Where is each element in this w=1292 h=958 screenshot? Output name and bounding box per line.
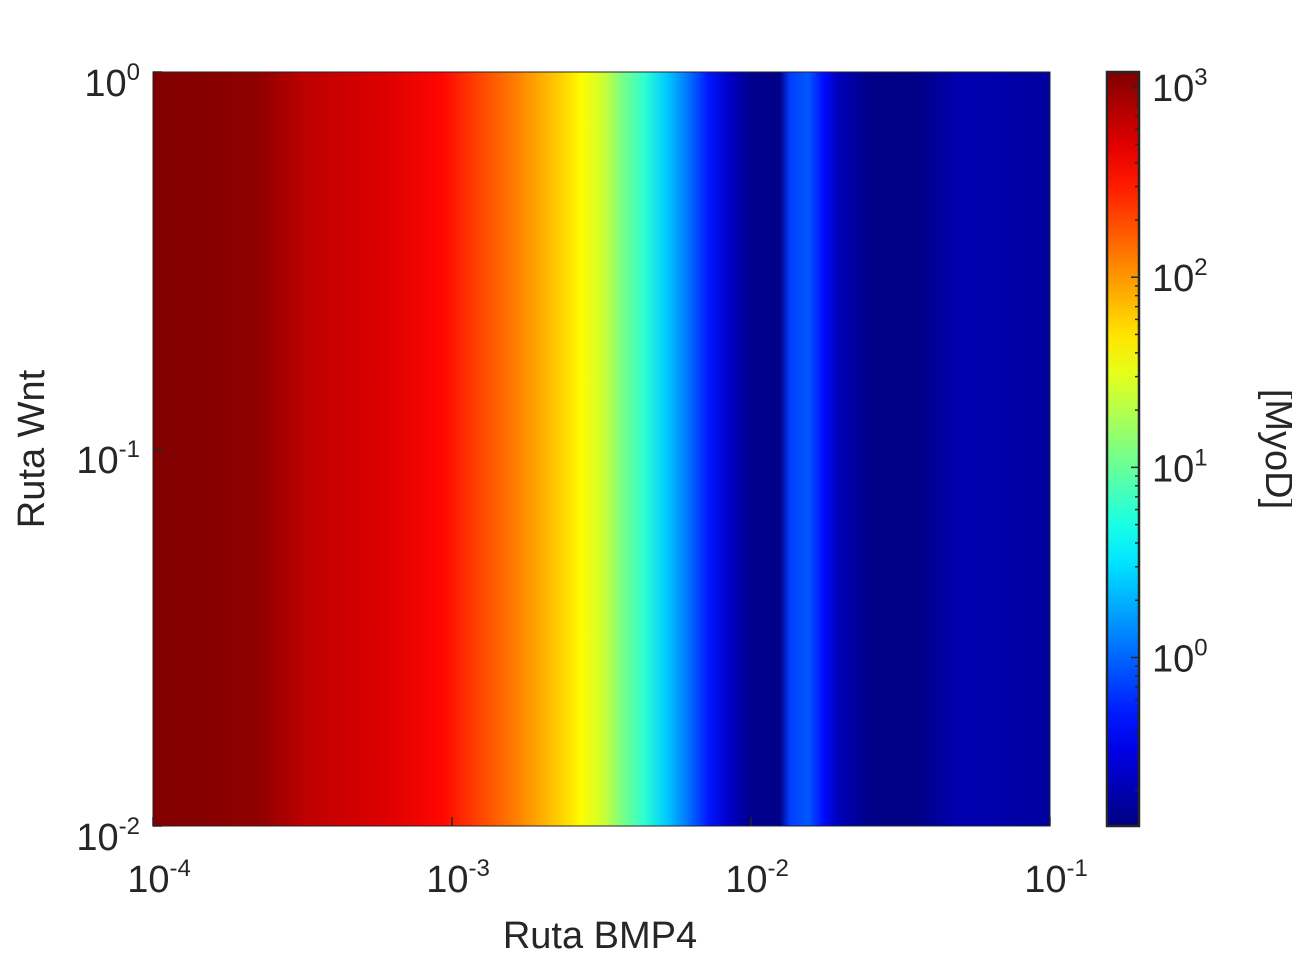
x-tick-label-base: 10 bbox=[426, 859, 468, 901]
colorbar-tick-label-base: 10 bbox=[1152, 639, 1194, 681]
y-tick-label-base: 10 bbox=[84, 63, 126, 105]
plot-area bbox=[152, 71, 1051, 827]
x-tick-label: 10-1 bbox=[1024, 855, 1088, 901]
colorbar-tick-label: 100 bbox=[1152, 635, 1208, 681]
colorbar-tick-label: 101 bbox=[1152, 444, 1208, 490]
y-tick-label-base: 10 bbox=[76, 440, 118, 482]
colorbar-tick-marks bbox=[1131, 86, 1139, 792]
colorbar-tick-label-exponent: 0 bbox=[1194, 635, 1207, 662]
colorbar-label: [MyoD] bbox=[1257, 389, 1292, 509]
x-tick-label-base: 10 bbox=[1024, 859, 1066, 901]
colorbar-gradient bbox=[1107, 72, 1139, 826]
y-tick-label-exponent: -2 bbox=[119, 813, 140, 840]
x-tick-label-exponent: -2 bbox=[767, 855, 788, 882]
x-tick-label-exponent: -1 bbox=[1066, 855, 1087, 882]
colorbar-tick-label-exponent: 2 bbox=[1194, 254, 1207, 281]
heatmap-surface bbox=[153, 72, 1050, 826]
x-axis-label: Ruta BMP4 bbox=[503, 915, 697, 957]
x-tick-labels: 10-4 10-3 10-2 10-1 bbox=[127, 855, 1088, 901]
x-tick-label-exponent: -3 bbox=[468, 855, 489, 882]
colorbar-tick-label: 103 bbox=[1152, 64, 1208, 110]
x-tick-label: 10-3 bbox=[426, 855, 490, 901]
x-tick-marks bbox=[152, 817, 1051, 826]
y-tick-label: 10-2 bbox=[76, 813, 140, 859]
y-tick-label-exponent: 0 bbox=[127, 59, 140, 86]
colorbar-tick-label-exponent: 3 bbox=[1194, 64, 1207, 91]
x-tick-label-base: 10 bbox=[127, 859, 169, 901]
x-tick-label: 10-2 bbox=[725, 855, 789, 901]
colorbar-tick-label: 102 bbox=[1152, 254, 1208, 300]
x-tick-label: 10-4 bbox=[127, 855, 191, 901]
colorbar-frame bbox=[1105, 70, 1141, 828]
y-tick-label-base: 10 bbox=[76, 817, 118, 859]
y-tick-label: 10-1 bbox=[76, 436, 140, 482]
y-tick-marks bbox=[153, 71, 162, 827]
y-tick-label: 100 bbox=[84, 59, 140, 105]
colorbar-tick-label-base: 10 bbox=[1152, 68, 1194, 110]
x-tick-label-base: 10 bbox=[725, 859, 767, 901]
colorbar-tick-label-base: 10 bbox=[1152, 448, 1194, 490]
y-tick-label-exponent: -1 bbox=[119, 436, 140, 463]
colorbar-tick-label-base: 10 bbox=[1152, 258, 1194, 300]
y-axis-label: Ruta Wnt bbox=[11, 369, 53, 528]
x-tick-label-exponent: -4 bbox=[169, 855, 190, 882]
colorbar-tick-label-exponent: 1 bbox=[1194, 444, 1207, 471]
